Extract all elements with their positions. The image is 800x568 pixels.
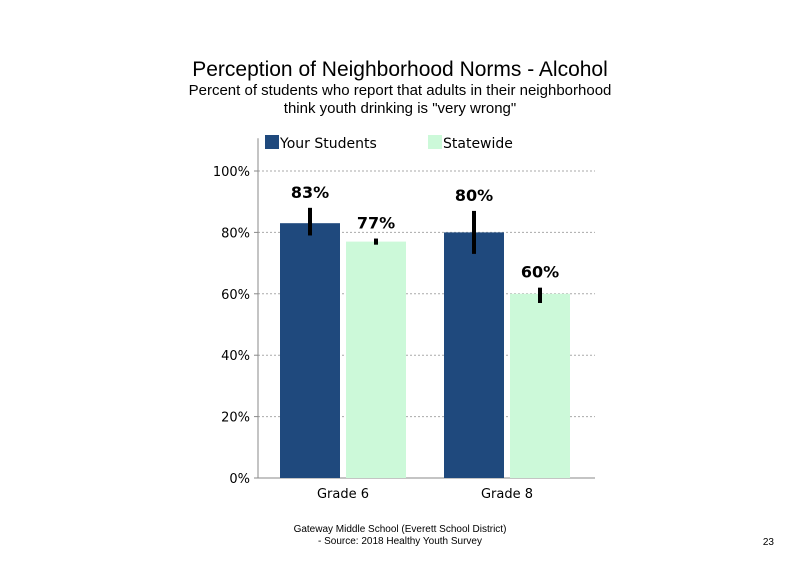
y-tick-label: 40% <box>221 349 250 364</box>
x-tick-label: Grade 6 <box>317 487 369 502</box>
legend-swatch <box>265 135 279 149</box>
legend-label: Statewide <box>443 136 513 152</box>
data-label: 83% <box>291 183 329 202</box>
page-number: 23 <box>762 537 774 548</box>
y-tick-label: 0% <box>229 472 250 487</box>
footer-school: Gateway Middle School (Everett School Di… <box>293 524 507 535</box>
chart-subtitle-line2: think youth drinking is "very wrong" <box>283 100 517 117</box>
legend-swatch <box>428 135 442 149</box>
x-tick-label: Grade 8 <box>481 487 533 502</box>
bar-statewide <box>510 293 570 478</box>
data-label: 80% <box>455 186 493 205</box>
y-tick-label: 20% <box>221 411 250 426</box>
chart-subtitle-line1: Percent of students who report that adul… <box>188 82 612 99</box>
legend-label: Your Students <box>279 136 377 152</box>
chart-title-block: Perception of Neighborhood Norms - Alcoh… <box>0 58 800 118</box>
data-label: 77% <box>357 214 395 233</box>
chart-title: Perception of Neighborhood Norms - Alcoh… <box>192 58 608 81</box>
bar-statewide <box>346 241 406 478</box>
bar-your-students <box>280 223 340 478</box>
y-tick-label: 60% <box>221 288 250 303</box>
data-label: 60% <box>521 263 559 282</box>
y-tick-label: 100% <box>213 165 250 180</box>
bar-your-students <box>444 232 504 478</box>
source-footer: Gateway Middle School (Everett School Di… <box>0 524 800 548</box>
footer-source: - Source: 2018 Healthy Youth Survey <box>318 536 482 547</box>
y-tick-label: 80% <box>221 226 250 241</box>
